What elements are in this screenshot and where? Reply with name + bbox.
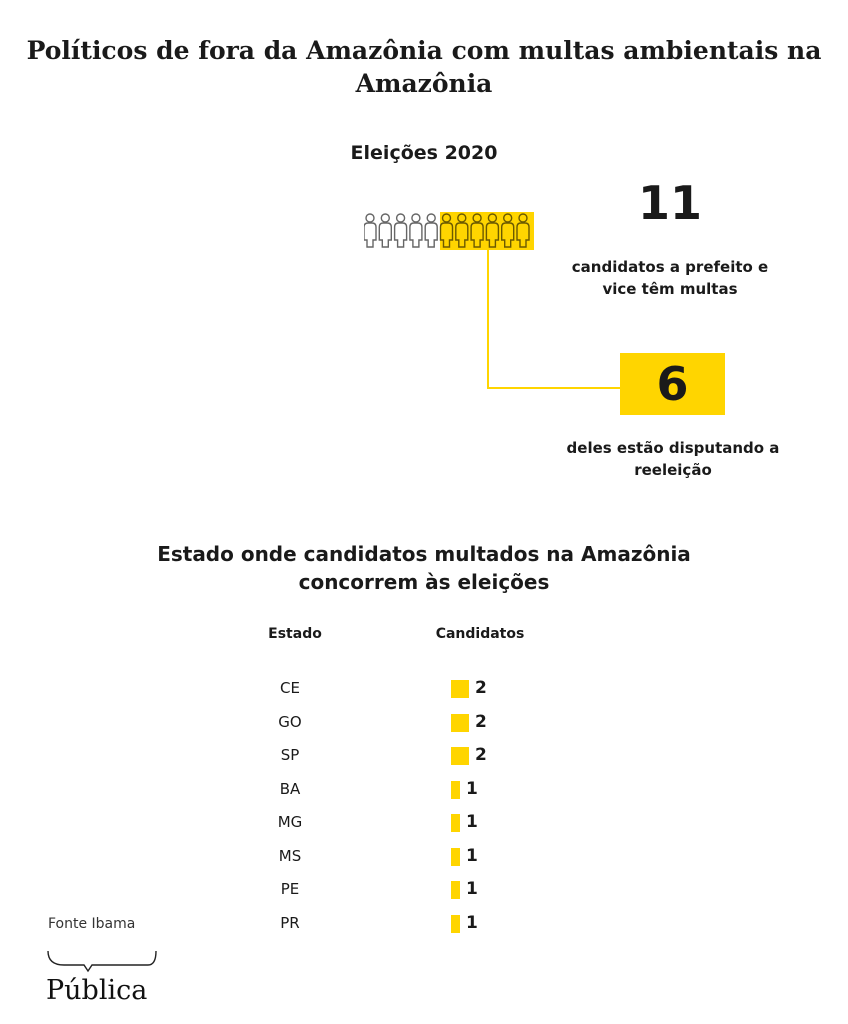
total-text: candidatos a prefeito e vice têm multas [571, 258, 769, 298]
state-label: GO [278, 712, 302, 731]
connector-line [487, 387, 622, 389]
table-row: PE 1 [0, 879, 848, 914]
bar-value: 1 [466, 778, 478, 799]
bar [451, 747, 469, 765]
publica-logo: Pública [46, 950, 157, 1005]
state-label: MS [278, 846, 302, 865]
elections-subtitle: Eleições 2020 [350, 142, 498, 164]
svg-text:Pública: Pública [46, 975, 147, 1005]
person-icon [409, 213, 423, 248]
header-candidates: Candidatos [435, 626, 525, 642]
bar-value: 2 [475, 678, 487, 698]
bar-value: 1 [466, 812, 478, 832]
header-state: Estado [268, 626, 322, 642]
state-label: PE [280, 880, 300, 898]
bar [451, 914, 460, 933]
bar [451, 780, 460, 799]
table-row: SP 2 [0, 745, 848, 780]
person-icon [501, 213, 515, 248]
title: Políticos de fora da Amazônia com multas… [26, 36, 822, 98]
bar [451, 680, 469, 698]
person-icon [424, 213, 438, 248]
table-row: MS 1 [0, 845, 848, 881]
bar-value: 2 [475, 711, 487, 732]
reelection-count: 6 [620, 353, 725, 415]
person-icon [516, 213, 530, 248]
reelection-text: deles estão disputando a reeleição [566, 439, 780, 479]
table-row: CE 2 [0, 678, 848, 713]
connector-line [487, 250, 489, 389]
person-icon [364, 213, 377, 248]
person-icon [393, 213, 408, 248]
state-label: CE [280, 679, 300, 697]
person-icon [455, 213, 469, 248]
state-label: SP [280, 746, 300, 764]
bar [451, 847, 460, 866]
source: Fonte Ibama [48, 916, 136, 932]
bar-value: 2 [475, 745, 487, 765]
state-label: PR [280, 913, 300, 932]
bar [451, 814, 460, 832]
table-title: Estado onde candidatos multados na Amazô… [0, 540, 848, 596]
table-row: GO 2 [0, 711, 848, 747]
person-icon [485, 213, 500, 248]
table-row: PR 1 [0, 912, 848, 948]
bar-value: 1 [466, 879, 478, 899]
table-row: MG 1 [0, 812, 848, 847]
bar-value: 1 [466, 912, 478, 933]
people-icons [364, 213, 530, 248]
person-icon [378, 213, 392, 248]
bar [451, 881, 460, 899]
total-count: 11 [637, 176, 702, 230]
person-icon [470, 213, 484, 248]
bar [451, 713, 469, 732]
bar-value: 1 [466, 845, 478, 866]
table-row: BA 1 [0, 778, 848, 814]
state-label: MG [277, 813, 303, 831]
person-icon [439, 213, 454, 248]
table-title-text: Estado onde candidatos multados na Amazô… [157, 542, 691, 594]
state-label: BA [279, 779, 301, 798]
